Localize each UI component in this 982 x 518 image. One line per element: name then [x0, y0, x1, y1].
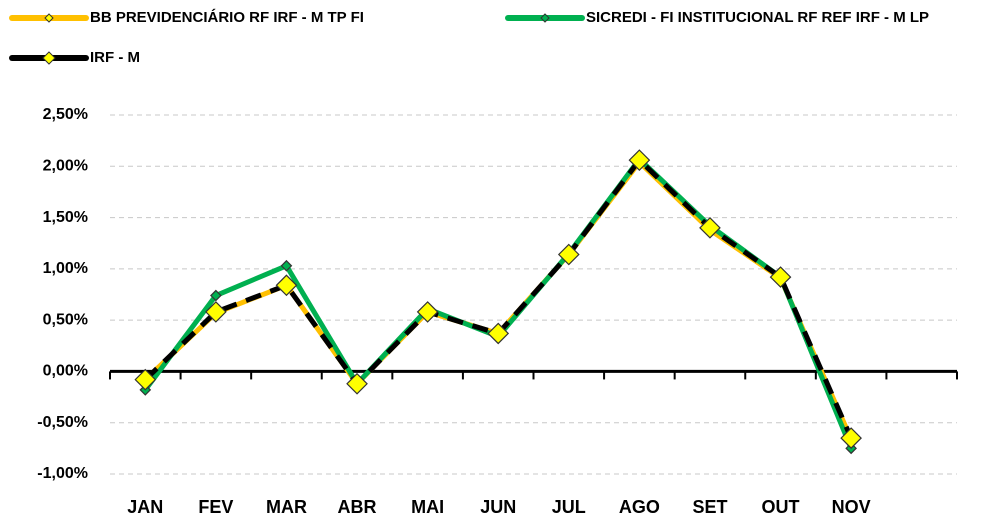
x-tick-label: MAI [411, 497, 444, 517]
y-tick-label: -1,00% [37, 465, 88, 482]
x-tick-label: AGO [619, 497, 660, 517]
marker [210, 289, 222, 302]
x-tick-label: SET [692, 497, 727, 517]
legend-marker [44, 13, 54, 23]
x-tick-label: FEV [198, 497, 233, 517]
y-tick-label: -0,50% [37, 414, 88, 431]
x-tick-label: NOV [832, 497, 871, 517]
y-tick-label: 0,00% [43, 363, 88, 380]
marker [346, 372, 368, 395]
x-tick-label: JUL [552, 497, 586, 517]
x-tick-label: ABR [338, 497, 377, 517]
marker [699, 216, 721, 239]
x-tick-label: MAR [266, 497, 307, 517]
y-tick-label: 2,50% [43, 106, 88, 123]
legend-label: SICREDI - FI INSTITUCIONAL RF REF IRF - … [586, 9, 929, 26]
x-tick-label: JUN [480, 497, 516, 517]
marker [134, 368, 157, 391]
legend-marker [540, 13, 550, 23]
y-tick-label: 1,00% [43, 260, 88, 277]
legend-marker [42, 51, 56, 65]
marker [769, 266, 792, 288]
x-tick-label: JAN [127, 497, 163, 517]
legend-label: BB PREVIDENCIÁRIO RF IRF - M TP FI [90, 9, 364, 26]
y-tick-label: 2,00% [43, 158, 88, 175]
series-line [143, 157, 854, 440]
marker [280, 259, 293, 272]
marker [557, 243, 580, 266]
marker [628, 149, 651, 171]
marker [275, 274, 298, 297]
marker [487, 322, 510, 345]
marker [205, 301, 227, 323]
marker [416, 301, 439, 323]
y-tick-label: 1,50% [43, 209, 88, 226]
x-tick-label: OUT [762, 497, 800, 517]
series-line [143, 156, 854, 450]
y-tick-label: 0,50% [43, 311, 88, 328]
legend-label: IRF - M [90, 49, 140, 66]
marker [840, 427, 862, 449]
